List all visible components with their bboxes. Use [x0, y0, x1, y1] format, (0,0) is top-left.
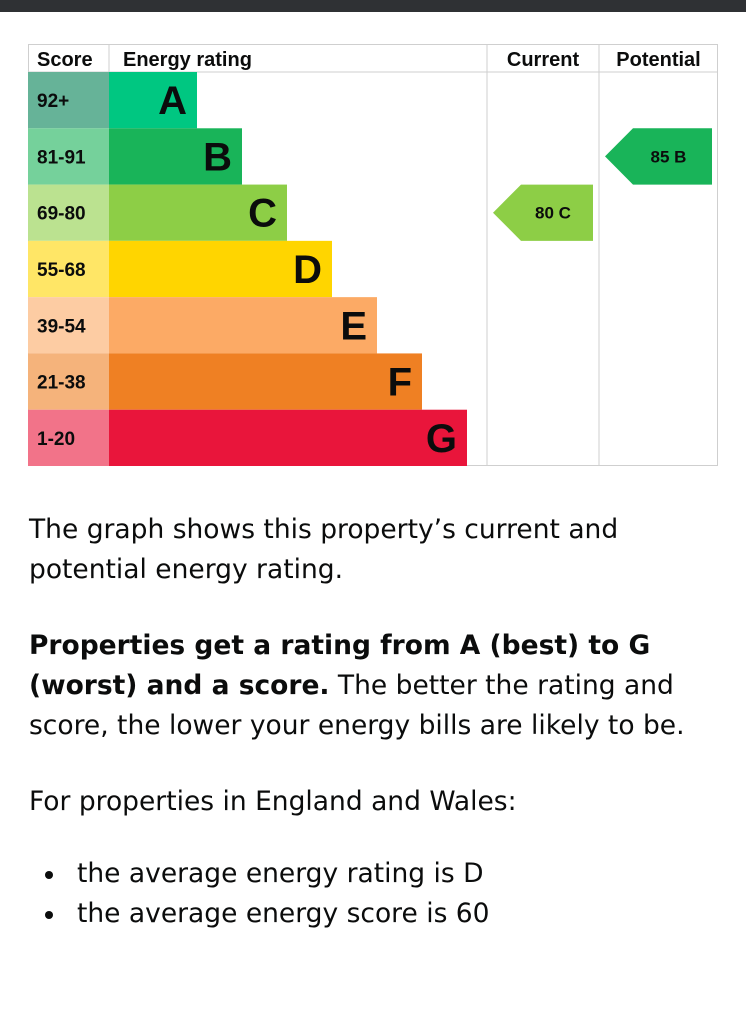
- rating-rest-text: The better the rating and score, the low…: [29, 670, 685, 741]
- rating-bar-f: [109, 353, 422, 410]
- rating-letter-g: G: [426, 417, 457, 461]
- rating-strong-text: Properties get a rating from A (best) to…: [29, 630, 651, 701]
- rating-bar-g: [109, 409, 467, 466]
- rating-paragraph: Properties get a rating from A (best) to…: [29, 626, 719, 746]
- energy-rating-header: Energy rating: [123, 49, 252, 71]
- average-intro: For properties in England and Wales:: [29, 786, 517, 817]
- score-cell-d: [28, 240, 109, 298]
- rating-bar-e: [109, 297, 377, 354]
- energy-rating-chart: Score Energy rating Current Potential 92+ A 81…: [28, 44, 718, 466]
- energy-rating-graph: Score Energy rating Current Potential 92+ A 81…: [28, 44, 718, 466]
- score-cell-b: [28, 128, 109, 185]
- potential-header: Potential: [616, 49, 700, 71]
- score-range-g: 1-20: [37, 429, 75, 450]
- score-range-c: 69-80: [37, 204, 86, 225]
- score-range-d: 55-68: [37, 260, 86, 281]
- score-range-e: 39-54: [37, 316, 86, 337]
- score-header: Score: [37, 49, 93, 71]
- rating-letter-e: E: [340, 304, 367, 348]
- rating-letter-f: F: [388, 361, 412, 405]
- average-list: the average energy rating is D the avera…: [29, 854, 719, 934]
- potential-rating-arrow: [605, 128, 712, 185]
- rating-letter-b: B: [203, 135, 232, 179]
- rating-letter-a: A: [158, 79, 187, 123]
- score-cell-g: [28, 409, 109, 466]
- rating-letter-c: C: [248, 192, 277, 236]
- potential-rating-label: 85 B: [651, 147, 687, 166]
- score-cell-f: [28, 353, 109, 410]
- average-rating-item: the average energy rating is D: [45, 854, 719, 894]
- rating-letter-d: D: [293, 248, 322, 292]
- score-range-f: 21-38: [37, 373, 86, 394]
- current-rating-label: 80 C: [535, 204, 571, 223]
- score-range-b: 81-91: [37, 147, 86, 168]
- average-score-item: the average energy score is 60: [45, 894, 719, 934]
- score-cell-c: [28, 184, 109, 241]
- current-rating-arrow: [493, 184, 593, 241]
- score-cell-a: [28, 72, 109, 129]
- explanation-text: The graph shows this property’s current …: [29, 510, 719, 934]
- score-cell-e: [28, 297, 109, 354]
- rating-bar-a: [109, 72, 197, 129]
- rating-bar-c: [109, 184, 287, 241]
- rating-bar-b: [109, 128, 242, 185]
- top-bar: [0, 0, 746, 12]
- rating-bar-d: [109, 240, 332, 298]
- intro-paragraph: The graph shows this property’s current …: [29, 514, 619, 585]
- score-range-a: 92+: [37, 91, 69, 112]
- current-header: Current: [507, 49, 580, 71]
